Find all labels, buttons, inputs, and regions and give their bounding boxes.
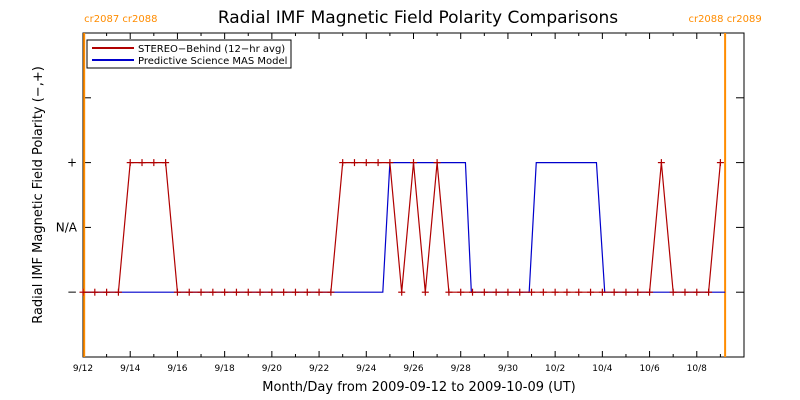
data-point xyxy=(634,288,642,296)
data-point xyxy=(693,288,701,296)
series-line-stereo-behind xyxy=(83,162,721,293)
data-point xyxy=(492,288,500,296)
carrington-marker-label: cr2087 cr2088 xyxy=(84,14,157,25)
x-tick-label: 10/6 xyxy=(639,364,659,374)
legend-box xyxy=(86,39,292,69)
data-point xyxy=(622,288,630,296)
chart-title: Radial IMF Magnetic Field Polarity Compa… xyxy=(218,8,618,28)
legend: STEREO−Behind (12−hr avg)Predictive Scie… xyxy=(86,39,292,69)
x-axis: 9/12 9/14 9/16 9/18 9/20 9/22 9/24 9/26 9/28 9/30… xyxy=(73,33,721,374)
x-tick-label: 9/12 xyxy=(73,364,93,374)
data-point xyxy=(398,288,406,296)
data-point xyxy=(268,288,276,296)
data-point xyxy=(457,288,465,296)
plot-frame xyxy=(82,32,745,358)
x-tick-label: 9/26 xyxy=(403,364,423,374)
x-tick-label: 9/18 xyxy=(215,364,235,374)
data-point xyxy=(563,288,571,296)
y-axis: + N/A − xyxy=(56,97,744,358)
data-point xyxy=(669,288,677,296)
x-axis-label: Month/Day from 2009-09-12 to 2009-10-09 … xyxy=(262,380,575,395)
data-point xyxy=(303,288,311,296)
data-point xyxy=(150,159,158,167)
data-point xyxy=(551,288,559,296)
data-point xyxy=(598,288,606,296)
data-point xyxy=(339,159,347,167)
data-point xyxy=(291,288,299,296)
y-tick-label: + xyxy=(67,156,77,170)
data-point xyxy=(504,288,512,296)
x-tick-label: 9/30 xyxy=(498,364,518,374)
data-point xyxy=(185,288,193,296)
data-point xyxy=(173,288,181,296)
data-point xyxy=(374,159,382,167)
data-point xyxy=(681,288,689,296)
data-point xyxy=(433,159,441,167)
data-point xyxy=(221,288,229,296)
y-axis-label: Radial IMF Magnetic Field Polarity (−,+) xyxy=(31,66,46,324)
data-point xyxy=(256,288,264,296)
data-point xyxy=(126,159,134,167)
data-point xyxy=(315,288,323,296)
data-point xyxy=(197,288,205,296)
x-tick-label: 9/22 xyxy=(309,364,329,374)
data-point xyxy=(469,288,477,296)
data-point xyxy=(386,159,394,167)
data-point xyxy=(421,288,429,296)
x-tick-label: 9/28 xyxy=(451,364,471,374)
data-point xyxy=(480,288,488,296)
x-tick-label: 9/16 xyxy=(167,364,187,374)
data-point xyxy=(646,288,654,296)
data-point xyxy=(350,159,358,167)
data-point xyxy=(362,159,370,167)
data-point xyxy=(610,288,618,296)
y-tick-label: − xyxy=(67,285,77,299)
data-point xyxy=(103,288,111,296)
data-point xyxy=(244,288,252,296)
series-layer xyxy=(79,159,726,296)
legend-label: Predictive Science MAS Model xyxy=(138,56,287,67)
y-tick-label: N/A xyxy=(56,220,78,234)
data-point xyxy=(516,288,524,296)
data-point xyxy=(657,159,665,167)
data-point xyxy=(410,159,417,167)
data-point xyxy=(575,288,583,296)
data-point xyxy=(114,288,122,296)
carrington-marker-label: cr2088 cr2089 xyxy=(688,14,761,25)
data-point xyxy=(209,288,217,296)
carrington-rotation-markers: cr2087 cr2088 cr2088 cr2089 xyxy=(83,14,762,357)
legend-label: STEREO−Behind (12−hr avg) xyxy=(138,44,285,55)
x-tick-label: 9/20 xyxy=(262,364,282,374)
data-point xyxy=(280,288,288,296)
x-tick-label: 10/2 xyxy=(545,364,565,374)
data-point xyxy=(716,159,724,167)
data-point xyxy=(539,288,547,296)
data-point xyxy=(91,288,99,296)
data-point xyxy=(232,288,240,296)
data-point xyxy=(162,159,170,167)
data-point xyxy=(79,288,87,296)
x-tick-label: 9/14 xyxy=(120,364,140,374)
x-tick-label: 10/4 xyxy=(592,364,612,374)
data-point xyxy=(528,288,536,296)
data-point xyxy=(327,288,335,296)
data-point xyxy=(705,288,713,296)
data-point xyxy=(138,159,146,167)
x-tick-label: 9/24 xyxy=(356,364,376,374)
data-point xyxy=(445,288,453,296)
data-point xyxy=(587,288,595,296)
x-tick-label: 10/8 xyxy=(687,364,707,374)
